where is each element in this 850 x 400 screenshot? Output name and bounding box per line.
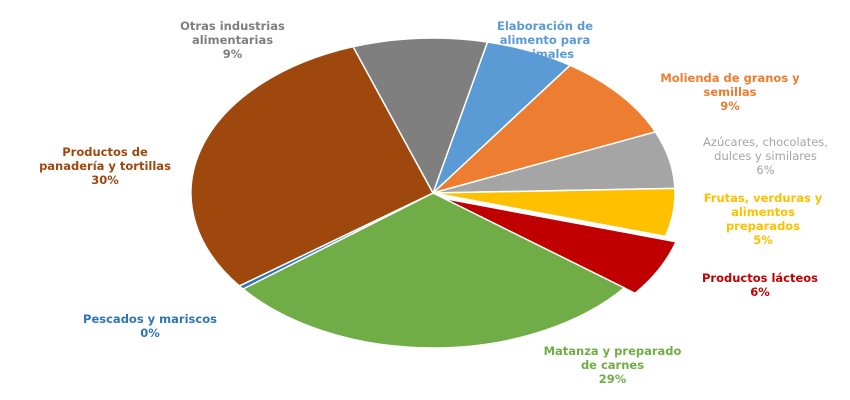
label-matanza-carnes: Matanza y preparado de carnes 29% (520, 330, 705, 400)
label-panaderia-tortillas: Productos de panadería y tortillas 30% (30, 131, 180, 201)
label-molienda-granos: Molienda de granos y semillas 9% (635, 57, 825, 127)
label-text: Productos lácteos (701, 271, 819, 285)
label-percent: 0% (140, 326, 160, 340)
label-text: Pescados y mariscos (83, 312, 217, 326)
label-azucares-chocolates: Azúcares, chocolates, dulces y similares… (678, 121, 850, 191)
slice-panaderia-tortillas (190, 45, 435, 287)
slice-productos-lacteos (443, 197, 678, 295)
slice-molienda-granos (432, 64, 657, 194)
label-percent: 6% (750, 285, 770, 299)
label-text: Productos de panadería y tortillas (39, 145, 171, 173)
label-percent: 5% (753, 233, 773, 247)
label-percent: 9% (222, 47, 243, 61)
label-text: Frutas, verduras y alimentos preparados (703, 191, 823, 233)
label-percent: 9% (720, 99, 740, 113)
label-text: Azúcares, chocolates, dulces y similares (703, 135, 828, 163)
label-pescados-mariscos: Pescados y mariscos 0% (60, 298, 240, 354)
label-productos-lacteos: Productos lácteos 6% (680, 257, 840, 313)
label-percent: 6% (756, 163, 775, 177)
label-text: Matanza y preparado de carnes (543, 344, 682, 372)
pie-chart (190, 37, 678, 349)
label-elaboracion-alimento: Elaboración de alimento para animales 6% (470, 5, 620, 89)
slice-matanza-carnes (241, 192, 626, 349)
label-text: Molienda de granos y semillas (660, 71, 800, 99)
label-frutas-verduras: Frutas, verduras y alimentos preparados … (683, 177, 843, 261)
label-otras-industrias: Otras industrias alimentarias 9% (150, 5, 315, 75)
label-text: Elaboración de alimento para animales (496, 19, 593, 61)
label-percent: 6% (535, 61, 555, 75)
label-text: Otras industrias alimentarias (180, 19, 285, 47)
slice-otras-industrias (351, 37, 489, 195)
label-percent: 29% (598, 372, 627, 386)
slice-frutas-verduras (432, 187, 676, 238)
label-percent: 30% (91, 173, 119, 187)
